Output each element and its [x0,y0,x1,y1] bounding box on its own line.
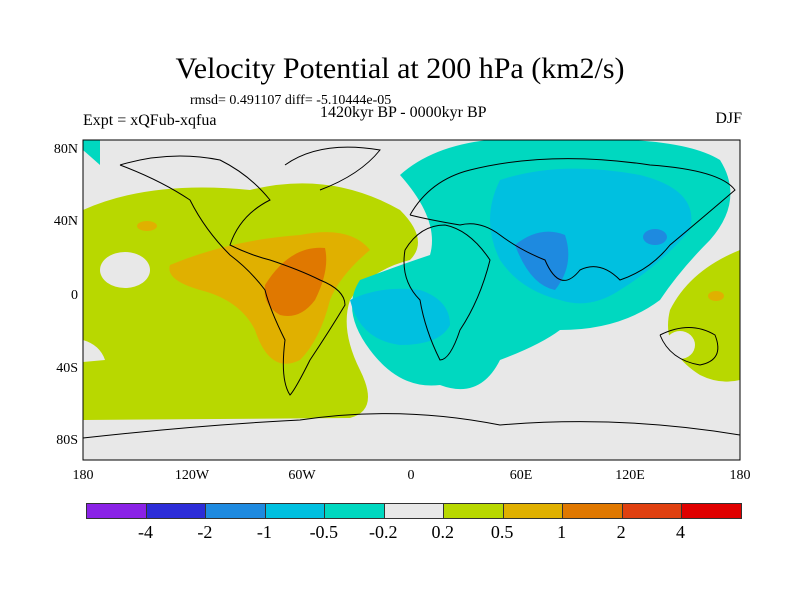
colorbar-label: -1 [256,522,272,542]
colorbar-swatch [444,504,504,518]
colorbar-label: 0.2 [431,522,454,542]
colorbar-swatch [682,504,742,518]
colorbar-swatch [563,504,623,518]
lat-label: 80S [56,433,78,448]
lon-label: 180 [729,468,751,483]
experiment-label: Expt = xQFub-xqfua [83,112,217,129]
colorbar-swatch [503,504,564,518]
lon-label: 180 [72,468,94,483]
contour-positive-high [264,247,327,316]
lat-label: 80N [53,142,78,157]
coastlines [83,146,740,439]
colorbar-swatch [206,504,266,518]
lon-label: 60W [288,468,316,483]
contour-negative-high [515,231,569,290]
colorbar-label: -2 [197,522,213,542]
map-field [83,140,740,460]
plot-title: Velocity Potential at 200 hPa (km2/s) [175,52,625,85]
colorbar [86,503,742,519]
lat-label: 0 [71,288,78,303]
lon-label: 120E [615,468,645,483]
colorbar-swatch [325,504,385,518]
colorbar-swatch [146,504,207,518]
colorbar-label: 1 [557,522,567,542]
colorbar-label: 2 [616,522,626,542]
colorbar-swatch [265,504,326,518]
colorbar-label: -0.2 [369,522,398,542]
colorbar-label: -0.5 [309,522,339,542]
colorbar-label: 0.5 [490,522,514,542]
lon-label: 0 [407,468,415,483]
season-label: DJF [715,110,742,127]
period-label: 1420kyr BP - 0000kyr BP [320,104,487,121]
stats-text: rmsd= 0.491107 diff= -5.10444e-05 [190,93,392,108]
colorbar-label: 4 [676,522,686,542]
colorbar-swatch [622,504,683,518]
lon-label: 120W [174,468,210,483]
colorbar-swatch [87,504,147,518]
colorbar-label: -4 [137,522,153,542]
lat-label: 40S [56,361,78,376]
colorbar-swatch [384,504,445,518]
lat-label: 40N [53,214,78,229]
map-frame [82,139,741,461]
lon-label: 60E [509,468,533,483]
